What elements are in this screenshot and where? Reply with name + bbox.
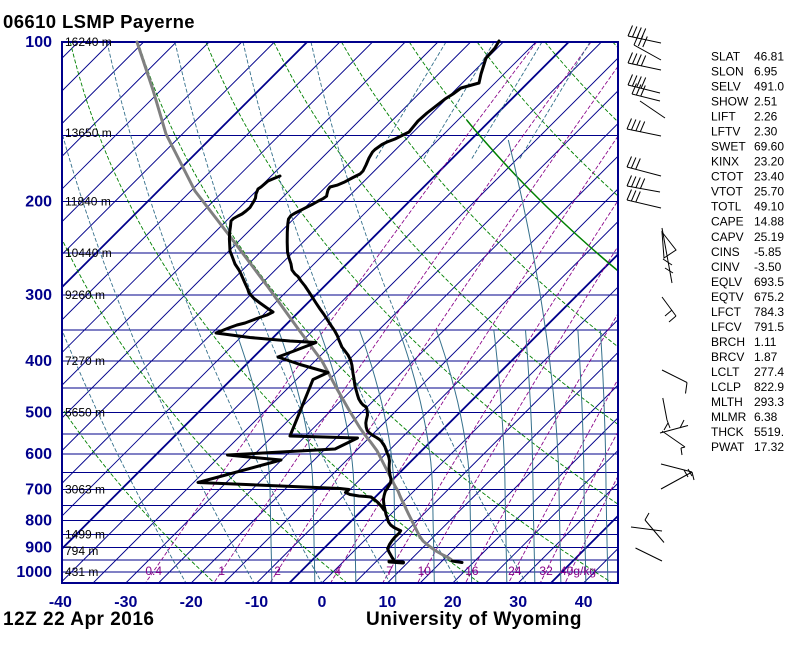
- svg-text:46.81: 46.81: [754, 49, 784, 63]
- svg-text:EQLV: EQLV: [711, 275, 742, 289]
- svg-text:PWAT: PWAT: [711, 440, 745, 454]
- svg-text:791.5: 791.5: [754, 320, 784, 334]
- svg-text:40g/kg: 40g/kg: [560, 564, 596, 578]
- svg-text:11840 m: 11840 m: [65, 194, 111, 208]
- svg-text:-10: -10: [245, 594, 268, 611]
- svg-text:CINV: CINV: [711, 260, 740, 274]
- svg-text:2.26: 2.26: [754, 110, 778, 124]
- svg-text:3063 m: 3063 m: [65, 483, 105, 497]
- svg-text:5650 m: 5650 m: [65, 405, 105, 419]
- svg-text:06610 LSMP Payerne: 06610 LSMP Payerne: [3, 11, 195, 32]
- svg-text:MLTH: MLTH: [711, 395, 743, 409]
- svg-text:1.87: 1.87: [754, 350, 778, 364]
- svg-text:7270 m: 7270 m: [65, 354, 105, 368]
- svg-text:16: 16: [465, 564, 479, 578]
- svg-text:-5.85: -5.85: [754, 245, 782, 259]
- svg-text:SHOW: SHOW: [711, 94, 749, 108]
- svg-text:200: 200: [25, 193, 52, 210]
- svg-text:-40: -40: [49, 594, 72, 611]
- svg-text:7: 7: [386, 564, 393, 578]
- svg-text:10: 10: [379, 594, 397, 611]
- svg-text:LFCV: LFCV: [711, 320, 742, 334]
- svg-text:40: 40: [575, 594, 593, 611]
- svg-text:25.70: 25.70: [754, 185, 784, 199]
- svg-text:17.32: 17.32: [754, 440, 784, 454]
- svg-text:800: 800: [25, 512, 52, 529]
- svg-text:2.30: 2.30: [754, 125, 778, 139]
- svg-text:-30: -30: [114, 594, 137, 611]
- svg-text:SLON: SLON: [711, 64, 744, 78]
- svg-text:EQTV: EQTV: [711, 290, 744, 304]
- svg-text:TOTL: TOTL: [711, 200, 742, 214]
- svg-text:LFTV: LFTV: [711, 125, 740, 139]
- svg-text:14.88: 14.88: [754, 215, 784, 229]
- svg-text:-3.50: -3.50: [754, 260, 782, 274]
- svg-text:2: 2: [274, 564, 281, 578]
- svg-text:13650 m: 13650 m: [65, 126, 112, 140]
- svg-text:822.9: 822.9: [754, 380, 784, 394]
- svg-text:4: 4: [334, 564, 341, 578]
- svg-text:500: 500: [25, 404, 52, 421]
- svg-text:0: 0: [318, 594, 327, 611]
- svg-text:CINS: CINS: [711, 245, 740, 259]
- svg-text:1: 1: [218, 564, 225, 578]
- svg-text:MLMR: MLMR: [711, 410, 747, 424]
- svg-text:LFCT: LFCT: [711, 305, 742, 319]
- svg-text:23.20: 23.20: [754, 155, 784, 169]
- svg-text:KINX: KINX: [711, 155, 739, 169]
- svg-text:LIFT: LIFT: [711, 110, 736, 124]
- svg-text:CTOT: CTOT: [711, 170, 744, 184]
- svg-text:10440 m: 10440 m: [65, 246, 112, 260]
- svg-text:69.60: 69.60: [754, 140, 784, 154]
- svg-text:CAPV: CAPV: [711, 230, 744, 244]
- svg-text:25.19: 25.19: [754, 230, 784, 244]
- svg-text:SLAT: SLAT: [711, 49, 741, 63]
- svg-text:0.4: 0.4: [145, 564, 162, 578]
- svg-text:400: 400: [25, 353, 52, 370]
- svg-text:20: 20: [444, 594, 462, 611]
- svg-text:1000: 1000: [16, 564, 52, 581]
- svg-text:12Z 22 Apr 2016: 12Z 22 Apr 2016: [3, 609, 155, 630]
- svg-text:23.40: 23.40: [754, 170, 784, 184]
- svg-text:LCLT: LCLT: [711, 365, 740, 379]
- svg-text:49.10: 49.10: [754, 200, 784, 214]
- svg-text:10: 10: [418, 564, 432, 578]
- svg-text:CAPE: CAPE: [711, 215, 744, 229]
- svg-text:SWET: SWET: [711, 140, 746, 154]
- svg-text:VTOT: VTOT: [711, 185, 743, 199]
- svg-text:9260 m: 9260 m: [65, 288, 105, 302]
- svg-text:600: 600: [25, 446, 52, 463]
- svg-text:1499 m: 1499 m: [65, 527, 105, 541]
- svg-text:BRCV: BRCV: [711, 350, 744, 364]
- svg-text:100: 100: [25, 34, 52, 51]
- svg-text:277.4: 277.4: [754, 365, 784, 379]
- svg-text:675.2: 675.2: [754, 290, 784, 304]
- svg-text:700: 700: [25, 482, 52, 499]
- svg-text:293.3: 293.3: [754, 395, 784, 409]
- svg-text:-20: -20: [180, 594, 203, 611]
- svg-text:30: 30: [509, 594, 527, 611]
- svg-text:1.11: 1.11: [754, 335, 777, 349]
- svg-text:6.95: 6.95: [754, 64, 778, 78]
- svg-text:LCLP: LCLP: [711, 380, 741, 394]
- svg-text:5519.: 5519.: [754, 425, 784, 439]
- svg-text:900: 900: [25, 540, 52, 557]
- svg-text:THCK: THCK: [711, 425, 744, 439]
- svg-text:491.0: 491.0: [754, 79, 784, 93]
- svg-text:2.51: 2.51: [754, 94, 778, 108]
- svg-text:32: 32: [539, 564, 553, 578]
- svg-text:784.3: 784.3: [754, 305, 784, 319]
- svg-text:6.38: 6.38: [754, 410, 778, 424]
- svg-text:24: 24: [508, 564, 522, 578]
- svg-text:693.5: 693.5: [754, 275, 784, 289]
- svg-text:300: 300: [25, 287, 52, 304]
- svg-text:431 m: 431 m: [65, 565, 98, 579]
- svg-text:University of Wyoming: University of Wyoming: [366, 609, 582, 630]
- svg-text:BRCH: BRCH: [711, 335, 745, 349]
- svg-text:16240 m: 16240 m: [65, 35, 112, 49]
- svg-text:794 m: 794 m: [65, 544, 98, 558]
- svg-text:SELV: SELV: [711, 79, 741, 93]
